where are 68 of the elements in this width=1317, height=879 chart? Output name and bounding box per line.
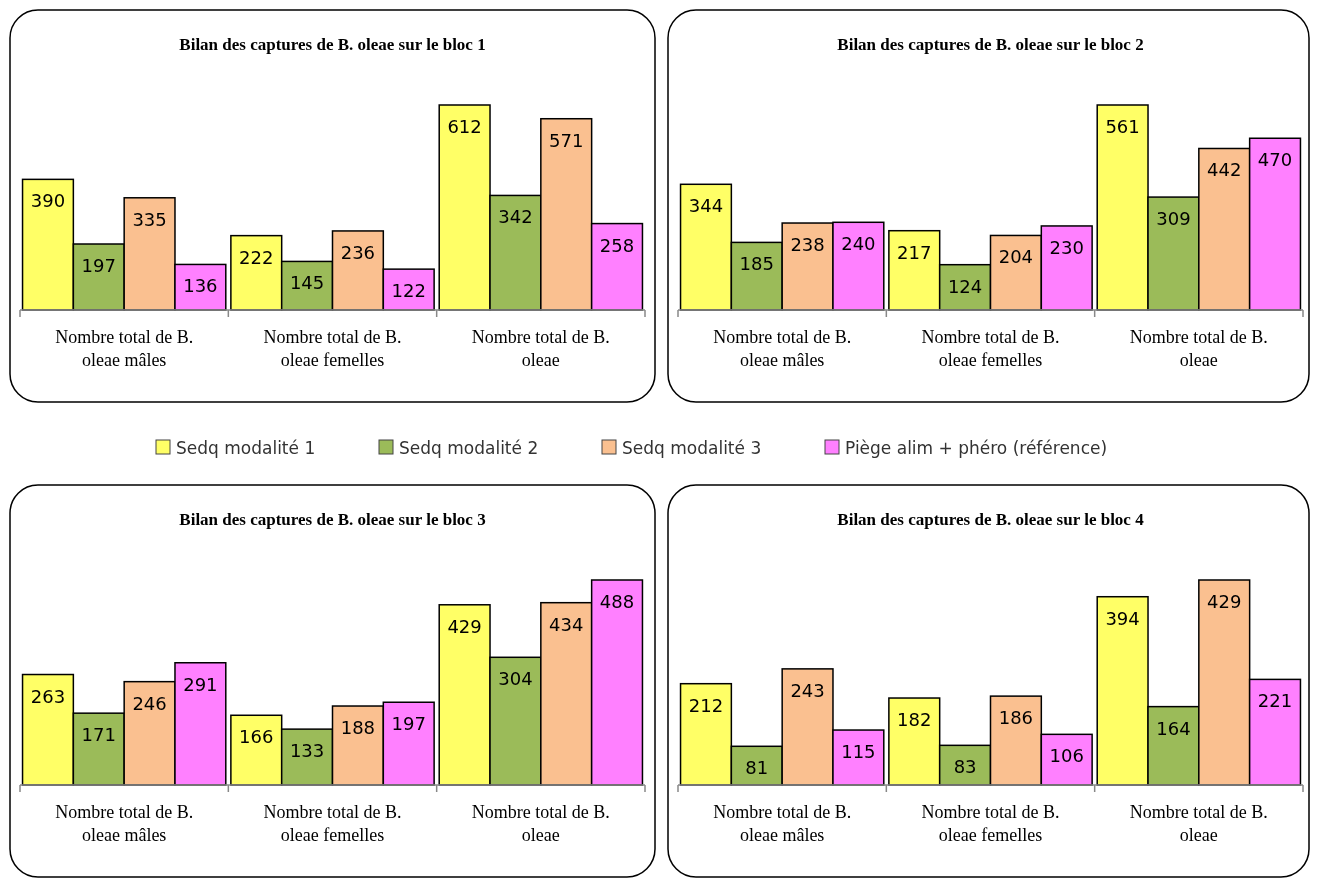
data-label: 217 xyxy=(897,241,932,263)
data-label: 230 xyxy=(1049,236,1084,258)
data-label: 81 xyxy=(745,757,769,779)
data-label: 197 xyxy=(391,713,426,735)
legend-label: Sedq modalité 1 xyxy=(176,438,316,458)
data-label: 106 xyxy=(1049,745,1084,767)
x-tick-label: Nombre total de B. oleae mâles xyxy=(55,327,194,370)
data-label: 166 xyxy=(239,726,274,748)
data-label: 182 xyxy=(897,709,932,731)
legend-label: Sedq modalité 2 xyxy=(399,438,539,458)
data-label: 83 xyxy=(953,756,977,778)
data-label: 429 xyxy=(447,615,482,637)
data-label: 212 xyxy=(688,694,724,716)
data-label: 136 xyxy=(183,275,218,297)
data-label: 185 xyxy=(739,253,774,275)
data-label: 238 xyxy=(790,234,825,256)
x-tick-label: Nombre total de B. oleae femelles xyxy=(921,802,1060,845)
data-label: 240 xyxy=(841,233,876,255)
data-label: 309 xyxy=(1156,208,1191,230)
chart-title: Bilan des captures de B. oleae sur le bloc 2 xyxy=(837,35,1144,54)
data-label: 204 xyxy=(998,246,1034,268)
data-label: 188 xyxy=(340,717,376,739)
data-label: 263 xyxy=(30,685,66,707)
data-label: 304 xyxy=(498,668,533,690)
x-tick-label: Nombre total de B. oleae mâles xyxy=(713,802,852,845)
chart-title: Bilan des captures de B. oleae sur le bloc 3 xyxy=(179,510,486,529)
data-label: 197 xyxy=(81,255,116,277)
x-tick-label: Nombre total de B. oleae xyxy=(1129,802,1268,845)
data-label: 571 xyxy=(549,129,584,151)
data-label: 145 xyxy=(289,272,325,294)
data-label: 243 xyxy=(790,679,825,701)
data-label: 390 xyxy=(30,190,66,212)
x-tick-label: Nombre total de B. oleae xyxy=(1129,327,1268,370)
data-label: 344 xyxy=(688,195,724,217)
data-label: 236 xyxy=(340,241,376,263)
x-tick-label: Nombre total de B. oleae femelles xyxy=(921,327,1060,370)
data-label: 434 xyxy=(549,613,584,635)
data-label: 222 xyxy=(239,246,274,268)
x-tick-label: Nombre total de B. oleae mâles xyxy=(713,327,852,370)
data-label: 342 xyxy=(498,206,533,228)
data-label: 221 xyxy=(1257,690,1293,712)
data-label: 470 xyxy=(1257,149,1293,171)
data-label: 115 xyxy=(841,741,876,763)
x-tick-label: Nombre total de B. oleae xyxy=(471,802,610,845)
data-label: 246 xyxy=(132,692,167,714)
x-tick-label: Nombre total de B. oleae femelles xyxy=(263,327,402,370)
chart-title: Bilan des captures de B. oleae sur le bloc 1 xyxy=(179,35,486,54)
data-label: 442 xyxy=(1207,159,1242,181)
data-label: 164 xyxy=(1156,717,1191,739)
legend-label: Piège alim + phéro (référence) xyxy=(845,438,1108,458)
data-label: 186 xyxy=(998,707,1034,729)
data-label: 335 xyxy=(132,208,167,230)
data-label: 124 xyxy=(947,275,983,297)
x-tick-label: Nombre total de B. oleae xyxy=(471,327,610,370)
data-label: 133 xyxy=(289,740,325,762)
chart-title: Bilan des captures de B. oleae sur le bloc 4 xyxy=(837,510,1145,529)
x-tick-label: Nombre total de B. oleae mâles xyxy=(55,802,194,845)
legend-label: Sedq modalité 3 xyxy=(622,438,762,458)
data-label: 394 xyxy=(1105,607,1140,629)
data-label: 561 xyxy=(1105,116,1140,137)
x-tick-label: Nombre total de B. oleae femelles xyxy=(263,802,402,845)
data-label: 429 xyxy=(1207,591,1242,612)
data-label: 171 xyxy=(81,724,116,746)
data-label: 291 xyxy=(183,673,218,695)
data-label: 258 xyxy=(599,234,635,256)
data-label: 122 xyxy=(391,280,426,302)
data-label: 488 xyxy=(599,591,635,612)
data-label: 612 xyxy=(447,116,482,137)
